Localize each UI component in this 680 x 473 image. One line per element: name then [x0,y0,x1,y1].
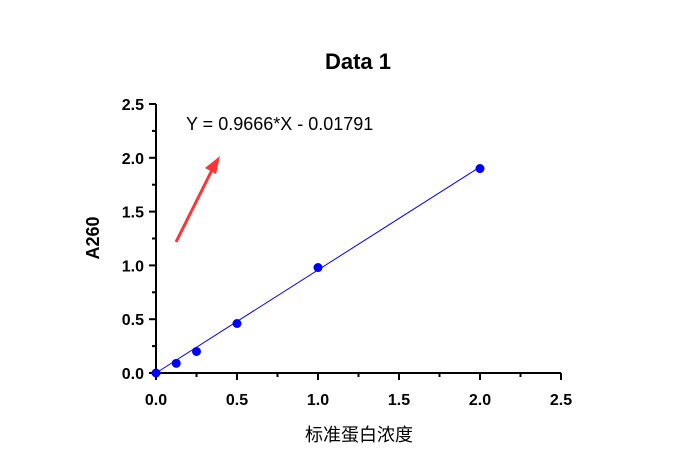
annotation-arrow [174,156,220,243]
y-tick-label: 2.0 [122,151,144,168]
data-point [171,358,181,368]
data-point [192,346,201,356]
axes: 0.0 0.5 1.0 1.5 2.0 2.5 0.0 0.5 1.0 1.5 2.0 2.5 [122,97,572,409]
x-tick-label: 1.0 [307,392,329,409]
y-tick-label: 2.5 [122,97,144,114]
x-tick-label: 1.5 [388,392,410,409]
data-point [151,368,161,378]
y-axis-label: A260 [83,216,103,259]
x-axis-label: 标准蛋白浓度 [305,425,413,446]
x-tick-label: 0.0 [145,392,167,409]
data-point [313,263,323,273]
x-tick-label: 2.5 [550,392,572,409]
y-tick-label: 1.0 [122,258,144,275]
x-tick-label: 0.5 [226,392,248,409]
data-point [232,319,242,329]
data-points [151,164,485,378]
y-tick-label: 0.5 [122,312,144,329]
chart-title: Data 1 [325,49,391,74]
y-tick-label: 0.0 [122,366,144,383]
fit-equation: Y = 0.9666*X - 0.01791 [186,114,373,134]
x-tick-label: 2.0 [469,392,491,409]
data-point [475,164,485,174]
y-tick-label: 1.5 [122,205,144,222]
